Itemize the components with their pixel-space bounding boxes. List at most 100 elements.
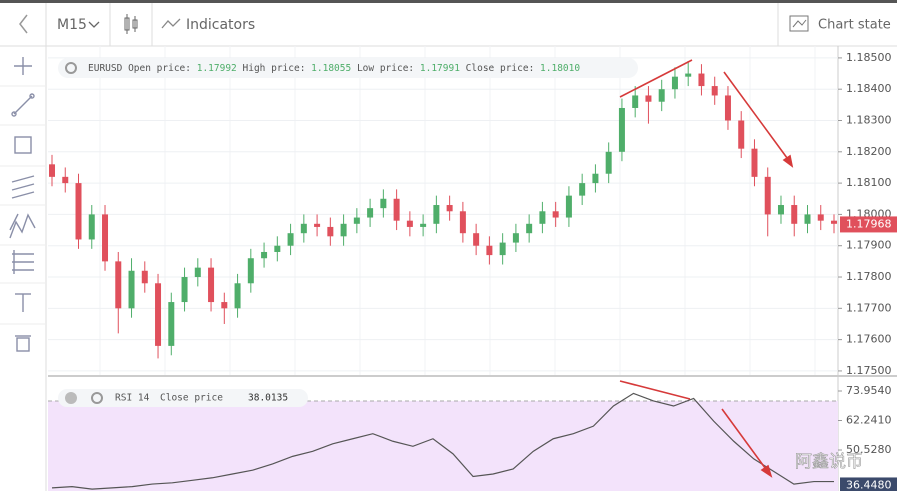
candle-body <box>605 151 612 174</box>
candle-body <box>539 211 546 224</box>
top-edge <box>0 0 897 3</box>
candle-body <box>526 223 533 234</box>
rsi-info: RSI 14 Close price 38.0135 <box>58 389 308 407</box>
indicators-button[interactable]: Indicators <box>186 17 255 33</box>
candle-body <box>353 217 360 224</box>
candle-body <box>711 86 718 96</box>
candle-body <box>632 95 639 108</box>
channel-tool[interactable] <box>11 175 35 199</box>
y-tick-label: 73.9540 <box>846 384 892 397</box>
candle-body <box>473 233 480 246</box>
back-button[interactable] <box>19 14 28 34</box>
candle-body <box>287 233 294 246</box>
fib-tool[interactable] <box>12 250 34 274</box>
rsi-name: RSI 14 <box>115 393 150 404</box>
y-tick-label: 1.17800 <box>846 270 892 283</box>
trend-lines <box>619 59 794 478</box>
candle-body <box>393 198 400 221</box>
candle-body <box>565 195 572 218</box>
candle-body <box>62 176 69 184</box>
info-bg <box>58 58 638 78</box>
y-tick-label: 1.17500 <box>846 364 892 377</box>
watermark: 阿鑫说币 <box>795 452 863 472</box>
candle-body <box>645 95 652 102</box>
candle-body <box>512 233 519 243</box>
candle-body <box>406 220 413 227</box>
candle-body <box>433 205 440 224</box>
info-bg <box>58 389 308 407</box>
candle-body <box>420 223 427 227</box>
chart-state-button[interactable]: Chart state <box>818 18 891 33</box>
candle-body <box>459 211 466 234</box>
candle-body <box>777 205 784 215</box>
current-value-label: 1.17968 <box>846 217 892 230</box>
candle-body <box>592 173 599 184</box>
y-tick-label: 62.2410 <box>846 414 892 427</box>
candle-body <box>75 183 82 240</box>
current-value-label: 36.4480 <box>846 478 892 491</box>
candle-body <box>340 223 347 237</box>
candle-body <box>194 267 201 278</box>
chart-type-button[interactable] <box>124 14 138 34</box>
info-part: Close price: <box>466 63 535 74</box>
candle-body <box>168 302 175 346</box>
y-tick-label: 1.18500 <box>846 51 892 64</box>
close-icon[interactable] <box>65 392 77 404</box>
indicators-icon <box>161 18 181 29</box>
candle-body <box>738 120 745 149</box>
candle-body <box>380 198 387 209</box>
candle-body <box>831 220 837 224</box>
rectangle-tool[interactable] <box>14 136 32 154</box>
info-part: 1.18055 <box>311 63 351 74</box>
info-part: High price: <box>243 63 306 74</box>
candle-body <box>698 73 705 87</box>
candle-body <box>671 76 678 90</box>
settings-icon[interactable] <box>91 392 103 404</box>
y-tick-label: 1.18100 <box>846 176 892 189</box>
chart-state-icon <box>792 19 807 28</box>
pattern-tool[interactable] <box>9 213 36 239</box>
candle-body <box>314 223 321 227</box>
delete-tool[interactable] <box>15 335 31 352</box>
candle-body <box>791 205 798 224</box>
current-value-box <box>840 216 897 233</box>
info-part: Low price: <box>357 63 414 74</box>
candle-body <box>552 211 559 218</box>
current-value-box <box>840 477 897 491</box>
candle-body <box>446 205 453 212</box>
text-tool[interactable] <box>15 293 31 312</box>
y-tick-label: 1.17700 <box>846 301 892 314</box>
info-part: Open price: <box>128 63 191 74</box>
info-part: 1.17991 <box>420 63 460 74</box>
price-info-text: EURUSD Open price: 1.17992 High price: 1… <box>88 63 580 74</box>
candle-body <box>724 95 731 121</box>
candle-body <box>234 283 241 309</box>
candle-body <box>115 261 122 309</box>
info-part: EURUSD <box>88 63 123 74</box>
info-part: 1.18010 <box>540 63 580 74</box>
tool-column <box>0 46 47 491</box>
candle-body <box>181 277 188 303</box>
candle-body <box>817 214 824 221</box>
timeframe[interactable]: M15 <box>57 17 87 33</box>
candle-body <box>685 73 692 77</box>
toolbar: M15 Indicators Chart state <box>0 3 897 47</box>
plots: 1.18500 1.18400 1.18300 1.18200 1.18100 1.180… <box>48 46 897 491</box>
y-tick-label: 1.18200 <box>846 145 892 158</box>
candle-body <box>155 283 162 346</box>
candle-body <box>247 258 254 284</box>
price-info: EURUSD Open price: 1.17992 High price: 1… <box>58 58 638 78</box>
chart-state-icon <box>789 15 809 32</box>
settings-icon[interactable] <box>65 62 77 74</box>
candle-body <box>764 176 771 215</box>
candle-body <box>658 89 665 102</box>
chevron <box>88 21 100 28</box>
line-tool[interactable] <box>11 93 35 117</box>
y-tick-label: 1.18400 <box>846 82 892 95</box>
candle-body <box>499 242 506 256</box>
y-tick-label: 1.17600 <box>846 333 892 346</box>
crosshair-tool[interactable] <box>14 57 32 75</box>
rsi-reading: 38.0135 <box>248 393 288 404</box>
candle-body <box>486 245 493 256</box>
